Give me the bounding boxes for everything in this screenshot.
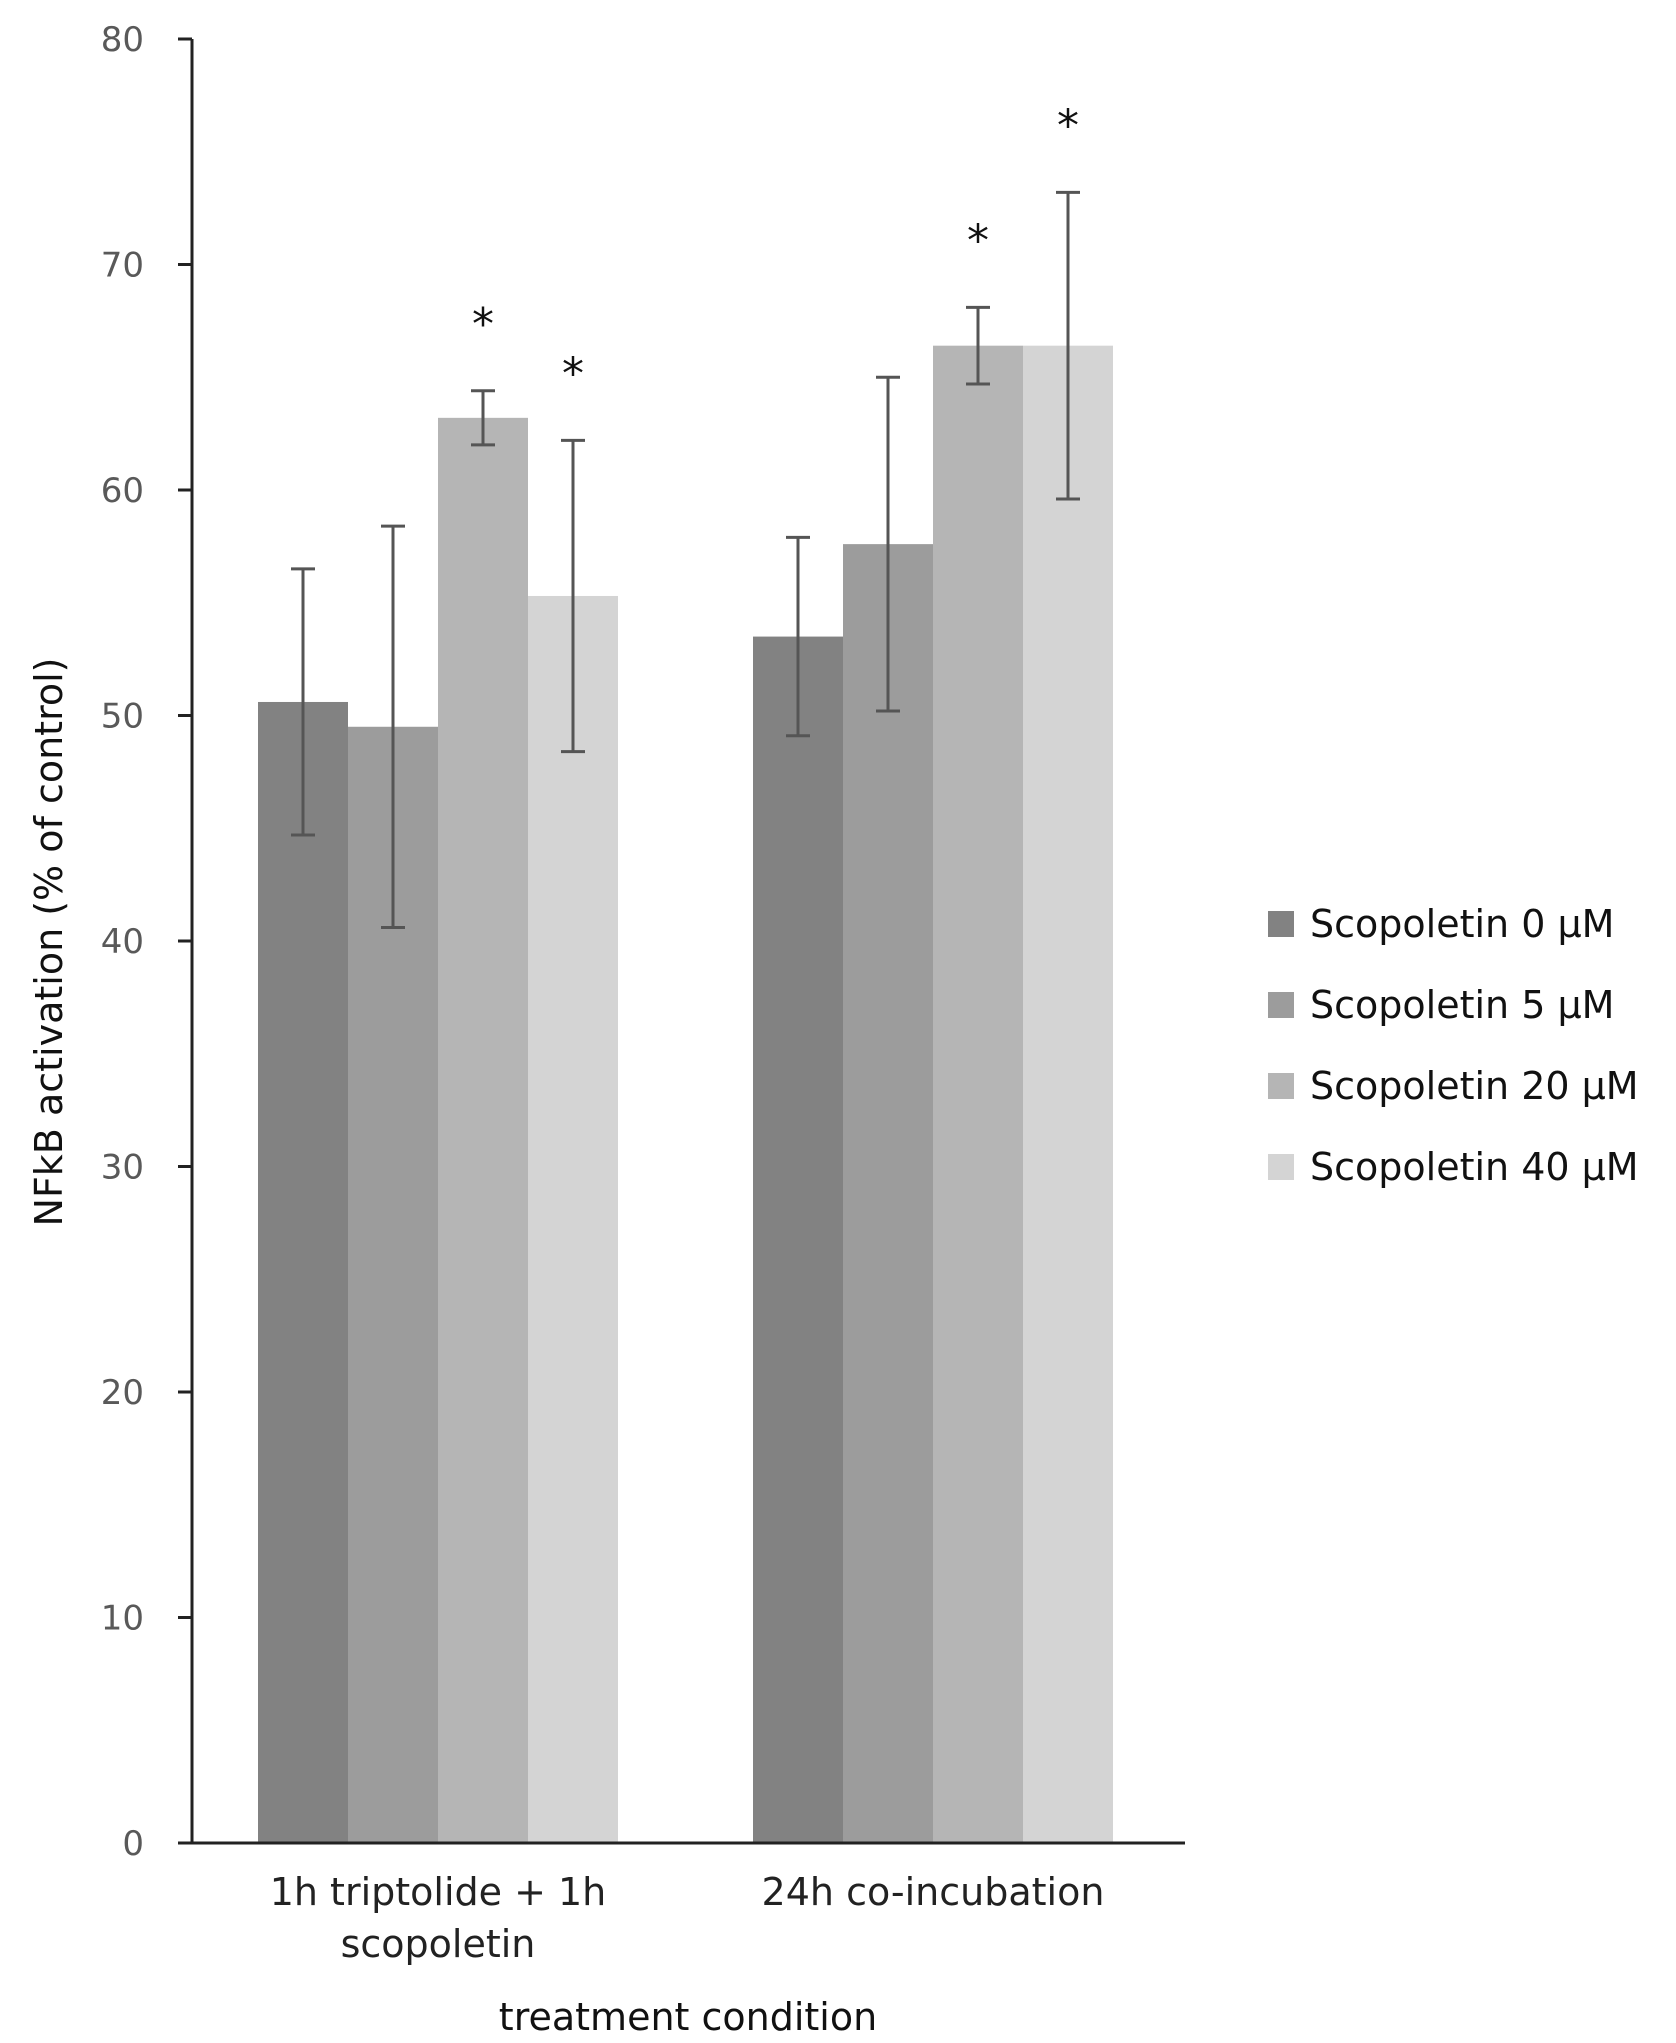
bar <box>258 701 348 1843</box>
legend-swatch <box>1268 911 1294 937</box>
y-tick-label: 80 <box>101 20 144 60</box>
legend-swatch <box>1268 992 1294 1018</box>
bar <box>843 544 933 1843</box>
x-axis-title: treatment condition <box>499 1995 877 2039</box>
y-tick-label: 40 <box>101 922 144 962</box>
bars-group <box>258 345 1113 1844</box>
significance-asterisk: * <box>1057 100 1079 151</box>
x-tick-label: 24h co-incubation <box>762 1870 1105 1914</box>
y-tick-label: 50 <box>101 697 144 737</box>
legend-label: Scopoletin 0 µM <box>1310 902 1614 946</box>
bar <box>438 417 528 1844</box>
x-tick-label: 1h triptolide + 1h <box>270 1870 607 1914</box>
y-axis-ticks: 0 10 20 30 40 50 60 70 80 <box>101 20 192 1864</box>
bar <box>528 595 618 1843</box>
significance-markers-group: * * * * <box>472 100 1079 399</box>
x-tick-label: scopoletin <box>341 1922 536 1966</box>
significance-asterisk: * <box>562 348 584 399</box>
error-bars-group <box>291 190 1080 929</box>
y-tick-label: 20 <box>101 1373 144 1413</box>
y-tick-label: 30 <box>101 1148 144 1188</box>
legend-label: Scopoletin 5 µM <box>1310 983 1614 1027</box>
bar <box>1023 345 1113 1844</box>
legend-label: Scopoletin 40 µM <box>1310 1145 1639 1189</box>
bar <box>933 345 1023 1844</box>
significance-asterisk: * <box>472 299 494 350</box>
legend-swatch <box>1268 1073 1294 1099</box>
legend: Scopoletin 0 µM Scopoletin 5 µM Scopoletin… <box>1268 902 1639 1189</box>
significance-asterisk: * <box>967 215 989 266</box>
legend-label: Scopoletin 20 µM <box>1310 1064 1639 1108</box>
y-tick-label: 70 <box>101 246 144 286</box>
y-axis-title: NFkB activation (% of control) <box>27 658 71 1227</box>
legend-swatch <box>1268 1154 1294 1180</box>
y-tick-label: 60 <box>101 471 144 511</box>
y-tick-label: 0 <box>122 1824 144 1864</box>
category-labels: 1h triptolide + 1h scopoletin 24h co-incub… <box>270 1870 1105 1966</box>
y-tick-label: 10 <box>101 1599 144 1639</box>
bar <box>753 636 843 1844</box>
